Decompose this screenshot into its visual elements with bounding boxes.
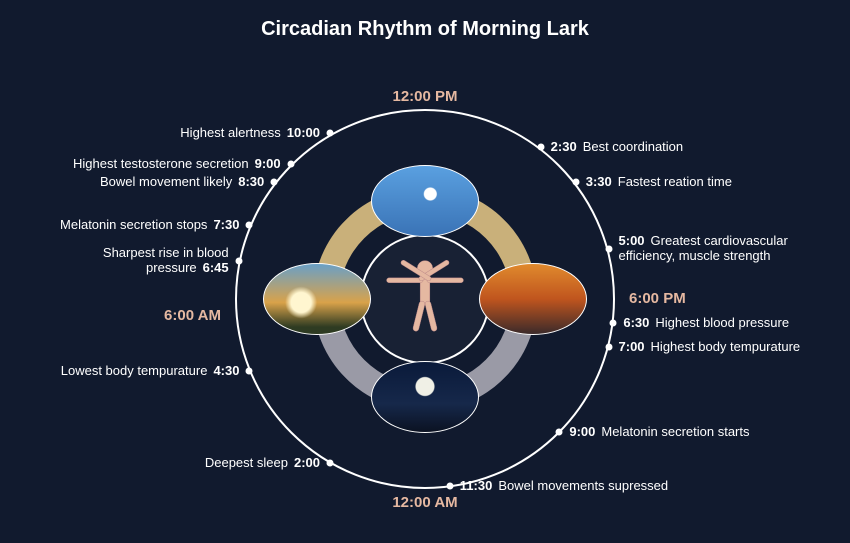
event: Melatonin secretion stops 7:30: [60, 217, 239, 232]
event-dot: [327, 130, 334, 137]
event: 9:00 Melatonin secretion starts: [569, 424, 749, 439]
event-label: Highest testosterone secretion: [73, 156, 249, 171]
event-time: 7:30: [213, 217, 239, 232]
event: Lowest body tempurature 4:30: [61, 363, 240, 378]
event-label: Highest blood pressure: [655, 315, 789, 330]
event-dot: [605, 344, 612, 351]
event: 7:00 Highest body tempurature: [619, 339, 801, 354]
event: 5:00Greatest cardiovascularefficiency, m…: [619, 233, 788, 263]
event-time: 7:00: [619, 339, 645, 354]
event-label: Lowest body tempurature: [61, 363, 208, 378]
event-label: Highest body tempurature: [651, 339, 801, 354]
midnight-lobe: [371, 361, 479, 433]
event-label: Bowel movement likely: [100, 174, 232, 189]
event-dot: [605, 245, 612, 252]
event-label: Bowel movements supressed: [498, 478, 668, 493]
event-time: 3:30: [586, 174, 612, 189]
event-dot: [327, 459, 334, 466]
event-time: 11:30: [460, 478, 493, 493]
event-label: Melatonin secretion stops: [60, 217, 207, 232]
event-label: Best coordination: [583, 139, 683, 154]
event-time: 2:00: [294, 455, 320, 470]
human-figure-icon: [377, 251, 473, 347]
event-dot: [446, 483, 453, 490]
event-dot: [287, 160, 294, 167]
cardinal-top: 12:00 PM: [392, 88, 457, 105]
event: Deepest sleep 2:00: [205, 455, 320, 470]
event-dot: [246, 222, 253, 229]
event-time: 8:30: [238, 174, 264, 189]
event-dot: [235, 257, 242, 264]
event-label: Highest alertness: [180, 125, 280, 140]
event-label: Fastest reation time: [618, 174, 732, 189]
event-time: 9:00: [255, 156, 281, 171]
event: 11:30 Bowel movements supressed: [460, 478, 668, 493]
cardinal-right: 6:00 PM: [629, 290, 686, 307]
event: Highest alertness 10:00: [180, 125, 320, 140]
noon-lobe: [371, 165, 479, 237]
evening-lobe: [479, 263, 587, 335]
event: Sharpest rise in bloodpressure6:45: [103, 245, 229, 275]
event-time: 6:45: [203, 260, 229, 275]
morning-lobe: [263, 263, 371, 335]
event: 2:30 Best coordination: [551, 139, 683, 154]
event-time: 10:00: [287, 125, 320, 140]
cardinal-left: 6:00 AM: [164, 307, 221, 324]
event: 6:30 Highest blood pressure: [623, 315, 789, 330]
event-dot: [610, 319, 617, 326]
page-title: Circadian Rhythm of Morning Lark: [0, 18, 850, 41]
event-time: 9:00: [569, 424, 595, 439]
cardinal-bottom: 12:00 AM: [392, 494, 457, 511]
event: Bowel movement likely 8:30: [100, 174, 264, 189]
event-dot: [537, 144, 544, 151]
event-label: Melatonin secretion starts: [601, 424, 749, 439]
event: Highest testosterone secretion 9:00: [73, 156, 281, 171]
event-time: 5:00: [619, 233, 645, 248]
event-time: 6:30: [623, 315, 649, 330]
event-dot: [271, 179, 278, 186]
event-dot: [246, 367, 253, 374]
event-time: 4:30: [213, 363, 239, 378]
event-label: Deepest sleep: [205, 455, 288, 470]
event-time: 2:30: [551, 139, 577, 154]
event-dot: [572, 179, 579, 186]
event: 3:30 Fastest reation time: [586, 174, 732, 189]
event-dot: [556, 429, 563, 436]
